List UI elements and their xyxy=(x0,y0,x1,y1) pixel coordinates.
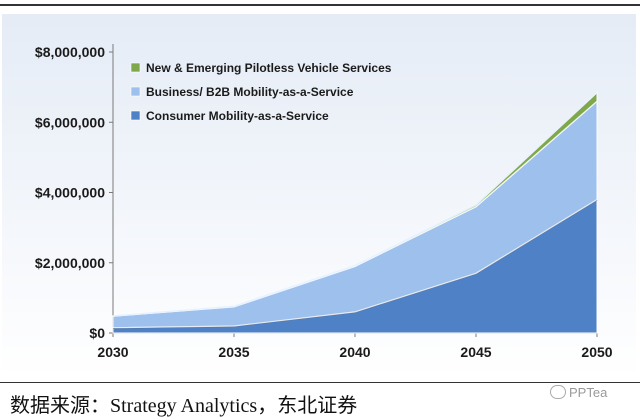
x-tick-label: 2030 xyxy=(97,344,128,360)
legend-label: Business/ B2B Mobility-as-a-Service xyxy=(146,85,354,99)
x-tick-label: 2035 xyxy=(218,344,249,360)
y-tick-label: $2,000,000 xyxy=(35,255,105,271)
legend-swatch xyxy=(130,62,141,73)
y-tick-label: $4,000,000 xyxy=(35,185,105,201)
legend: New & Emerging Pilotless Vehicle Service… xyxy=(130,61,392,123)
x-tick-label: 2040 xyxy=(339,344,370,360)
bottom-rule xyxy=(0,382,640,383)
watermark: PPTea xyxy=(550,385,607,400)
source-note: 数据来源：Strategy Analytics，东北证券 xyxy=(10,395,358,417)
y-tick-label: $6,000,000 xyxy=(35,114,105,130)
x-tick-label: 2045 xyxy=(460,344,491,360)
x-axis: 2030 2035 2040 2045 2050 xyxy=(97,332,613,360)
y-tick-label: $8,000,000 xyxy=(35,44,105,60)
legend-swatch xyxy=(130,110,141,121)
top-rule xyxy=(0,4,640,6)
legend-label: New & Emerging Pilotless Vehicle Service… xyxy=(146,61,392,75)
y-tick-label: $0 xyxy=(89,325,105,341)
y-axis: $0 $2,000,000 $4,000,000 $6,000,000 $8,000,0… xyxy=(35,44,114,341)
legend-swatch xyxy=(130,86,141,97)
legend-label: Consumer Mobility-as-a-Service xyxy=(146,109,329,123)
area-series xyxy=(112,91,598,334)
x-tick-label: 2050 xyxy=(581,344,612,360)
watermark-text: PPTea xyxy=(569,385,608,400)
wechat-icon xyxy=(550,385,566,399)
area-new-emerging-pilotless-vehicle-services-edge xyxy=(112,91,598,317)
